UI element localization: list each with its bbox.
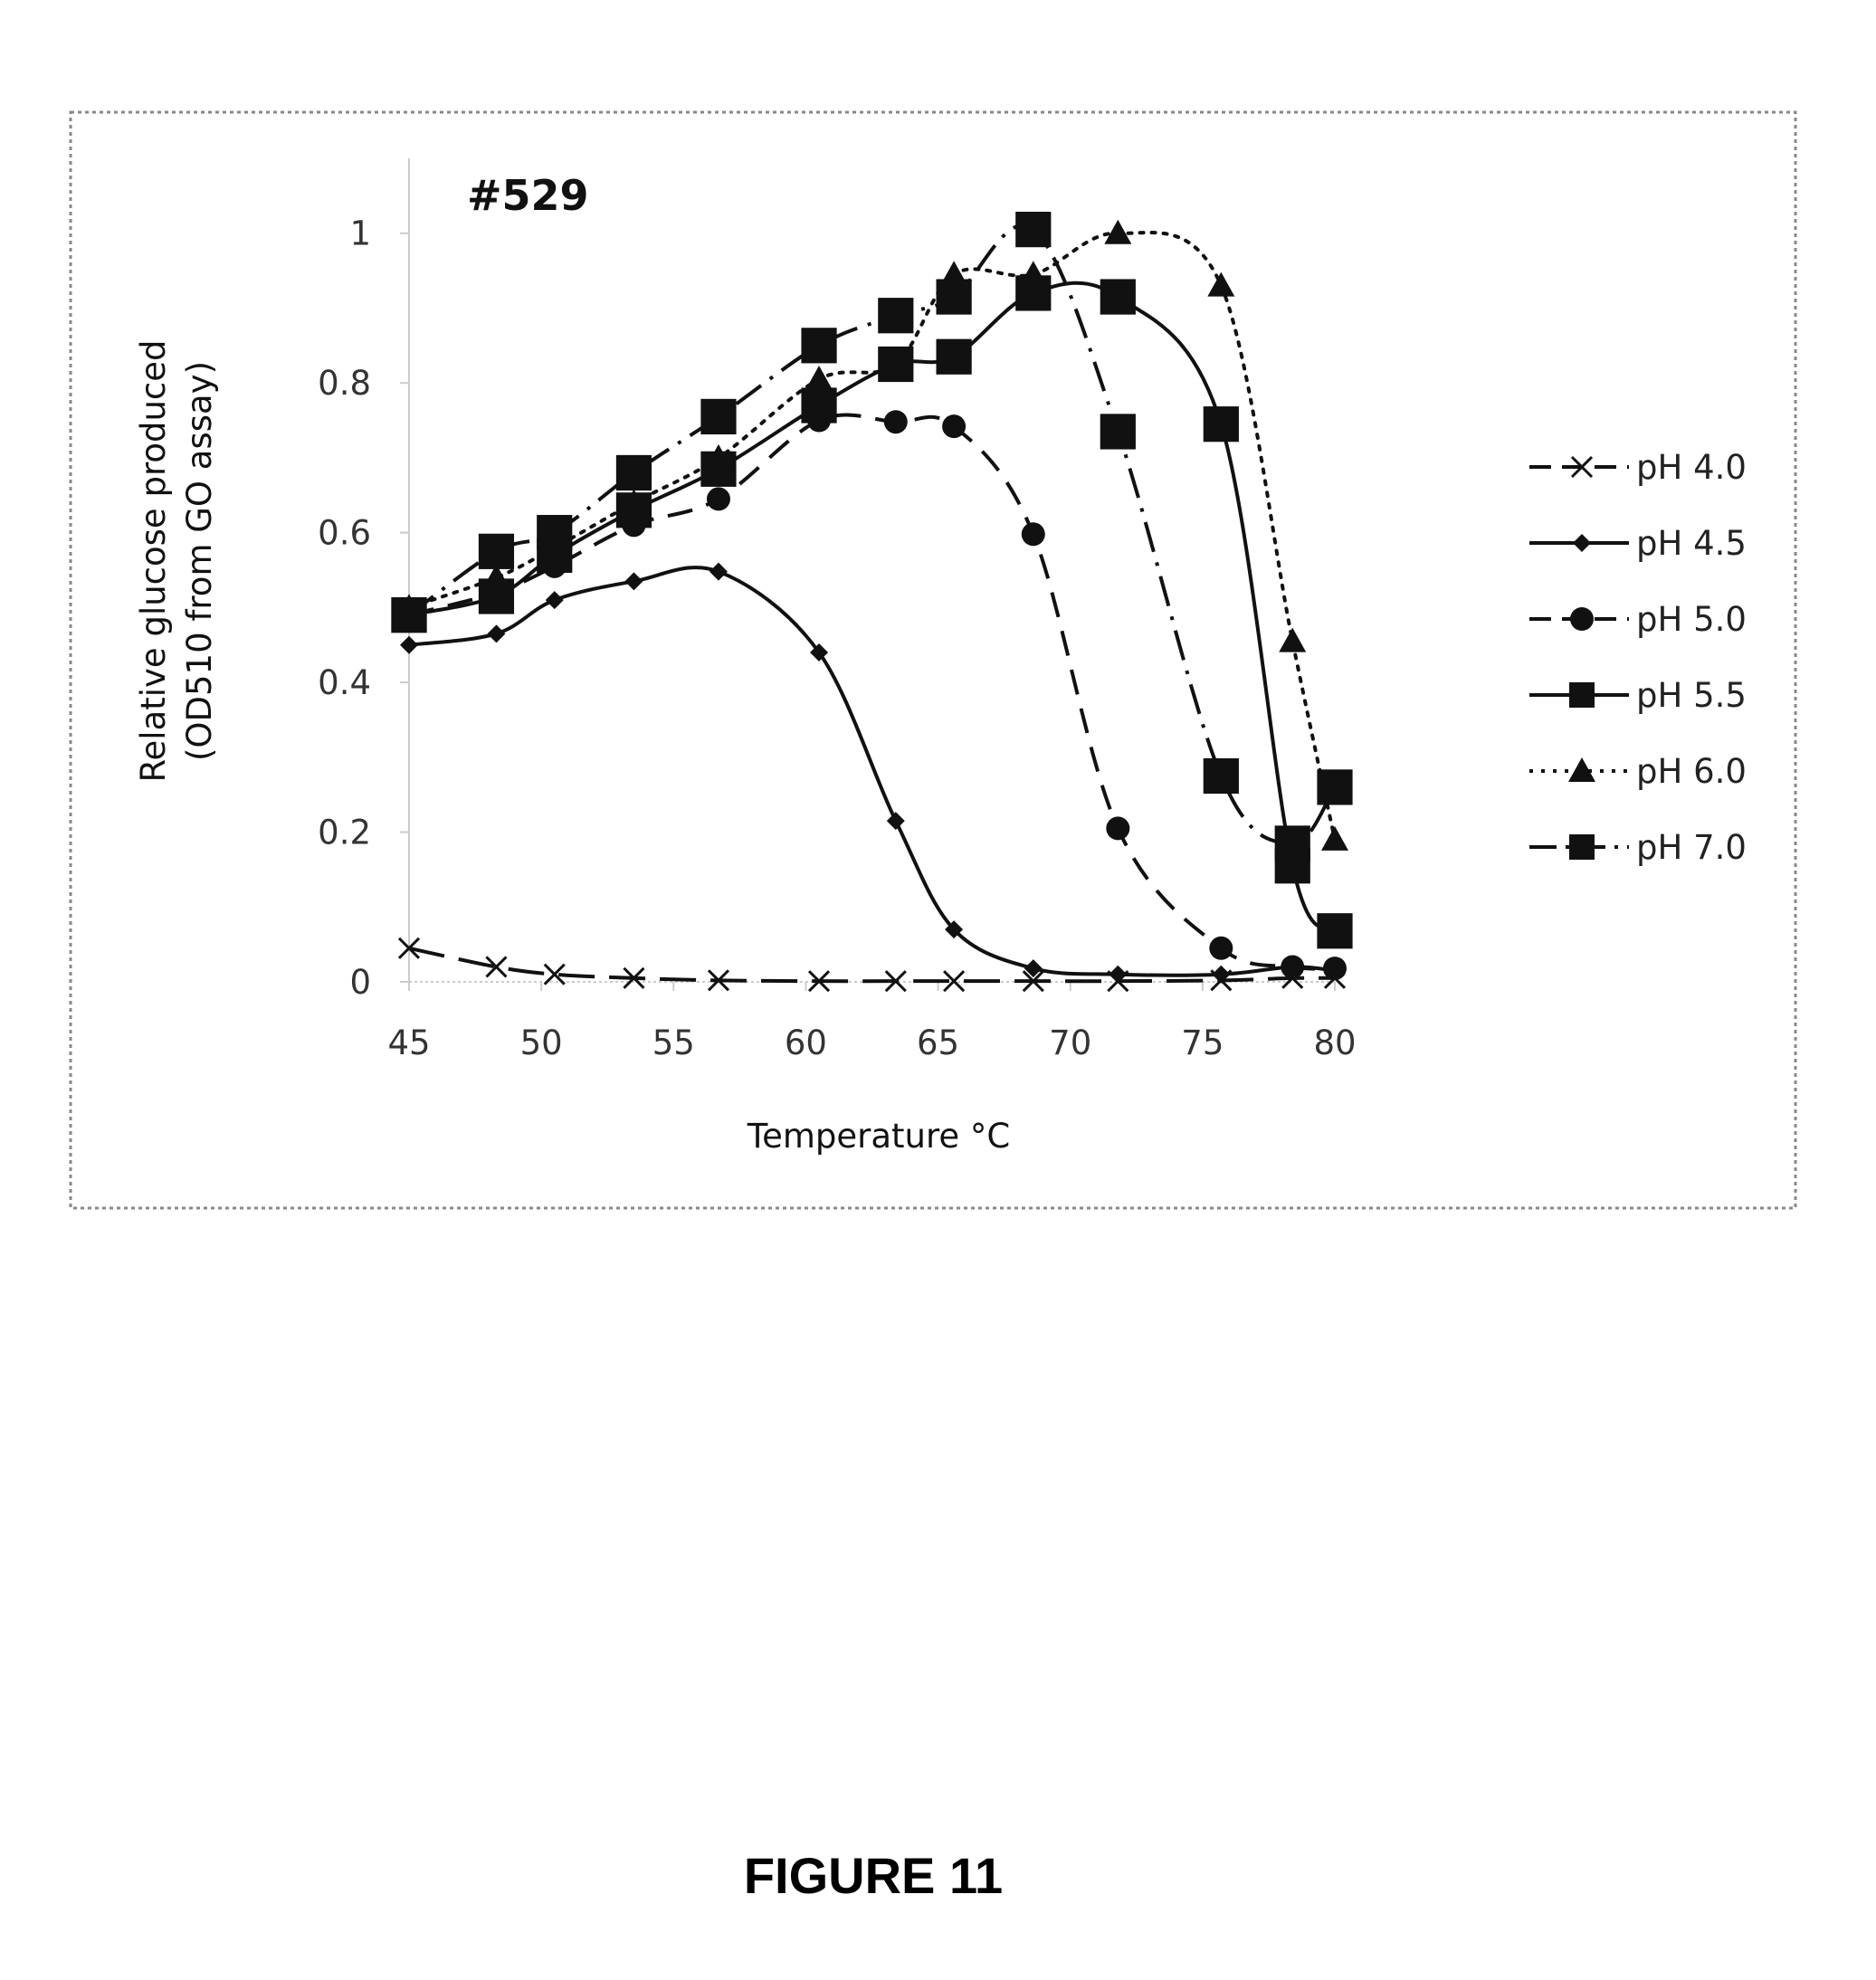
- legend-label: pH 4.5: [1636, 524, 1747, 563]
- x-tick-label: 65: [917, 1023, 959, 1062]
- legend-marker: [1573, 534, 1591, 552]
- data-point: [884, 410, 908, 433]
- data-point: [1207, 272, 1234, 297]
- data-point: [400, 636, 418, 654]
- data-point: [878, 298, 913, 333]
- data-point: [1275, 825, 1310, 861]
- data-point: [1281, 955, 1304, 978]
- x-tick-label: 55: [652, 1023, 695, 1062]
- data-point: [1015, 212, 1051, 247]
- legend-label: pH 4.0: [1636, 448, 1747, 487]
- data-point: [1209, 937, 1233, 960]
- x-tick-label: 45: [387, 1023, 430, 1062]
- data-point: [887, 812, 905, 830]
- data-point: [616, 455, 652, 490]
- data-point: [479, 534, 514, 569]
- data-point: [707, 487, 730, 510]
- legend-item: pH 6.0: [1529, 752, 1747, 791]
- data-point: [1100, 279, 1136, 314]
- axes: 45 50 55 60 65 70 75 80 0 0.2 0.4 0.6 0.8 1: [318, 158, 1356, 1062]
- data-point: [537, 515, 572, 550]
- chart-title: #529: [467, 171, 589, 220]
- x-axis-title: Temperature °C: [747, 1117, 1010, 1156]
- data-point: [801, 328, 836, 363]
- data-point: [801, 387, 836, 423]
- data-point: [1204, 406, 1239, 442]
- legend-item: pH 5.5: [1529, 676, 1747, 715]
- data-point: [805, 366, 833, 390]
- y-tick-label: 0.6: [318, 514, 371, 553]
- y-tick-label: 0.2: [318, 814, 371, 852]
- data-point: [1317, 913, 1352, 948]
- y-tick-label: 0.4: [318, 663, 371, 702]
- series-pH-4-5: [400, 563, 1344, 984]
- data-point: [937, 279, 972, 314]
- data-point: [700, 399, 736, 434]
- legend-label: pH 5.0: [1636, 600, 1747, 639]
- legend-marker: [1569, 682, 1595, 708]
- legend-label: pH 5.5: [1636, 676, 1747, 715]
- series-line: [409, 414, 1335, 968]
- series-layer: [391, 212, 1352, 991]
- data-point: [546, 591, 564, 609]
- legend-item: pH 4.0: [1529, 448, 1747, 487]
- data-point: [1204, 758, 1239, 794]
- figure-label: FIGURE 11: [0, 1846, 1747, 1905]
- data-point: [1022, 522, 1045, 546]
- y-tick-label: 0: [349, 963, 371, 1002]
- data-point: [937, 339, 972, 375]
- data-point: [391, 597, 426, 633]
- x-tick-label: 80: [1313, 1023, 1356, 1062]
- series-line: [409, 567, 1335, 976]
- series-pH-5-0: [397, 409, 1347, 981]
- x-tick-label: 60: [785, 1023, 827, 1062]
- y-axis-title-line1: Relative glucose produced: [134, 339, 173, 782]
- data-point: [1279, 628, 1306, 652]
- data-point: [709, 563, 728, 581]
- x-tick-label: 75: [1181, 1023, 1224, 1062]
- data-point: [1100, 414, 1136, 449]
- data-point: [1321, 826, 1348, 851]
- data-point: [1317, 769, 1352, 804]
- data-point: [624, 572, 643, 590]
- y-axis-title-line2: (OD510 from GO assay): [180, 361, 219, 761]
- data-point: [1323, 957, 1347, 980]
- data-point: [487, 624, 505, 643]
- data-point: [1020, 261, 1047, 285]
- x-tick-label: 70: [1049, 1023, 1091, 1062]
- legend-marker: [1569, 834, 1595, 860]
- legend-item: pH 5.0: [1529, 600, 1747, 639]
- x-tick-label: 50: [520, 1023, 563, 1062]
- y-tick-label: 1: [349, 214, 371, 253]
- legend-label: pH 7.0: [1636, 828, 1747, 867]
- y-tick-label: 0.8: [318, 364, 371, 403]
- data-point: [1106, 816, 1129, 840]
- legend-marker: [1570, 607, 1594, 631]
- data-point: [942, 414, 966, 438]
- legend-item: pH 4.5: [1529, 524, 1747, 563]
- legend: pH 4.0 pH 4.5 pH 5.0 pH 5.5 pH 6.0 pH 7.0: [1529, 448, 1747, 867]
- legend-item: pH 7.0: [1529, 828, 1747, 867]
- legend-label: pH 6.0: [1636, 752, 1747, 791]
- series-line: [409, 283, 1335, 931]
